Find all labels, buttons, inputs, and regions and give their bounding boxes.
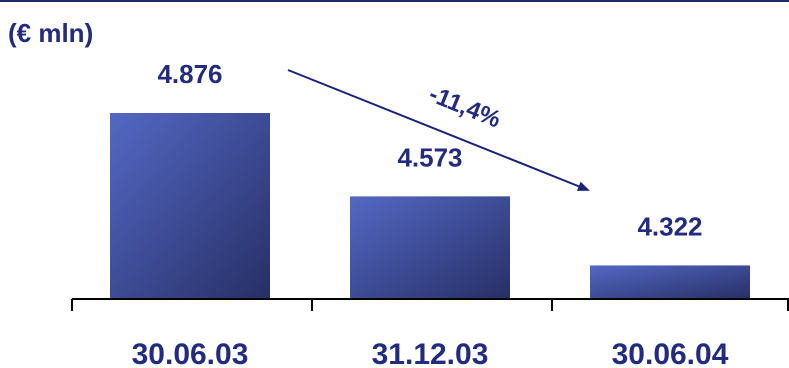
category-label-2: 30.06.04	[612, 338, 729, 368]
x-ticks-group	[71, 299, 789, 311]
bar-0	[110, 113, 270, 299]
top-rule	[0, 0, 789, 2]
value-label-2: 4.322	[637, 211, 702, 241]
value-labels-group: 4.876 4.573 4.322	[157, 59, 702, 241]
bars-group	[110, 113, 750, 299]
trend-arrow	[287, 69, 590, 191]
unit-label: (€ mln)	[8, 18, 93, 48]
category-labels-group: 30.06.03 31.12.03 30.06.04	[132, 338, 729, 368]
bar-1	[350, 196, 510, 299]
change-annotation: -11,4%	[425, 81, 504, 134]
bar-2	[590, 265, 750, 299]
category-label-1: 31.12.03	[372, 338, 489, 368]
value-label-0: 4.876	[157, 59, 222, 89]
category-label-0: 30.06.03	[132, 338, 249, 368]
value-label-1: 4.573	[397, 142, 462, 172]
